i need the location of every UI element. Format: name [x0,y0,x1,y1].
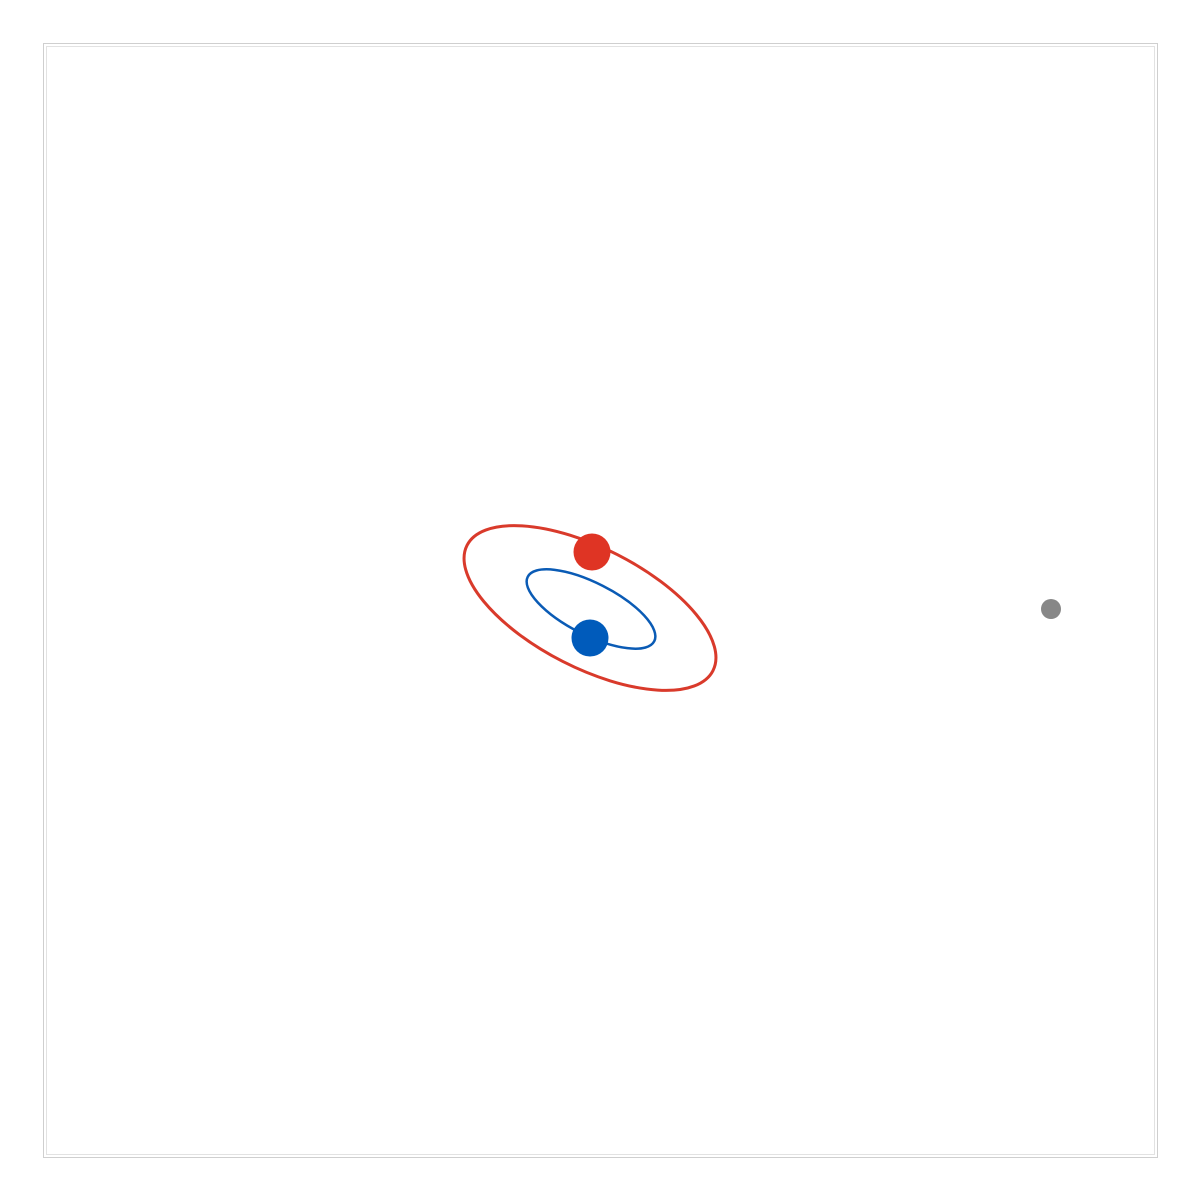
red-star [573,533,611,571]
outer-orbit [462,524,718,692]
plot-frame-outer [43,43,1158,1158]
blue-star [571,619,609,657]
distant-body [1041,599,1061,619]
plot-frame-inner [46,46,1155,1155]
